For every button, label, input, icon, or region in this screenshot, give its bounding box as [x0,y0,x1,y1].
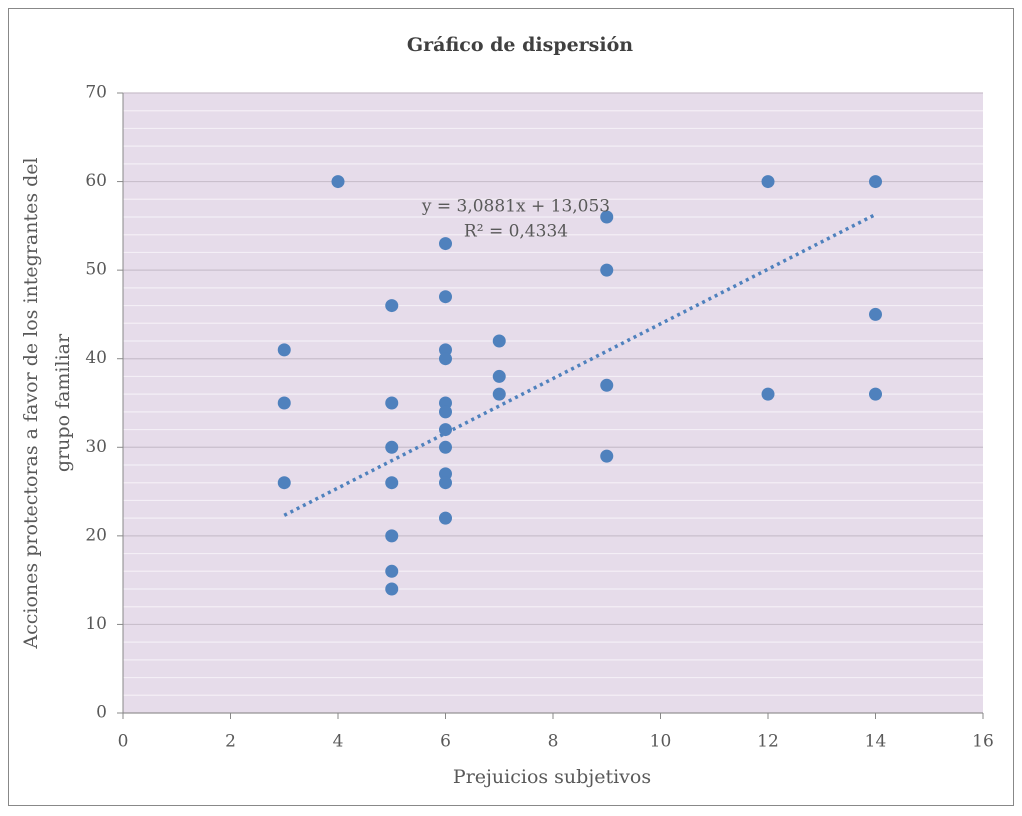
point [439,237,452,251]
x-tick-label: 16 [972,732,994,752]
point [600,263,614,277]
point [385,299,399,313]
point [439,511,452,525]
point [439,423,452,437]
annotation: y = 3,0881x + 13,053 [421,197,610,217]
point [439,476,452,490]
y-axis-label: Acciones protectoras a favor de los inte… [20,157,74,649]
point [600,378,614,392]
point [439,352,452,366]
x-tick-label: 6 [440,732,451,752]
y-axis-label-line: grupo familiar [52,333,74,472]
point [385,564,399,578]
point [277,343,291,357]
plot-area [123,93,983,713]
x-tick-label: 4 [333,732,344,752]
point [439,405,452,419]
y-axis-label-line: Acciones protectoras a favor de los inte… [20,157,42,649]
point [869,175,882,189]
point [439,440,452,454]
x-tick-label: 2 [225,732,236,752]
y-tick-label: 20 [85,525,107,545]
point [385,529,399,543]
point [385,476,399,490]
x-tick-label: 14 [865,732,887,752]
point [385,440,399,454]
x-axis-label: Prejuicios subjetivos [453,766,651,788]
point [277,476,291,490]
y-tick-label: 10 [85,614,107,634]
y-tick-label: 40 [85,348,107,368]
x-tick-label: 0 [118,732,129,752]
point [761,387,775,401]
y-tick-label: 30 [85,437,107,457]
point [761,175,775,189]
point [600,449,614,463]
point [277,396,291,410]
point [492,334,506,348]
y-tick-label: 60 [85,171,107,191]
point [492,369,506,383]
annotation: R² = 0,4334 [464,222,568,242]
x-tick-label: 12 [757,732,779,752]
point [869,307,882,321]
point [600,210,614,224]
point [439,290,452,304]
y-tick-label: 0 [96,703,107,723]
point [385,582,399,596]
x-tick-label: 10 [650,732,672,752]
y-tick-label: 70 [85,83,107,103]
y-tick-label: 50 [85,260,107,280]
point [385,396,399,410]
point [869,387,882,401]
point [331,175,345,189]
point [492,387,506,401]
chart-title: Gráfico de dispersión [407,34,633,56]
x-tick-label: 8 [548,732,559,752]
trendline [283,212,877,517]
